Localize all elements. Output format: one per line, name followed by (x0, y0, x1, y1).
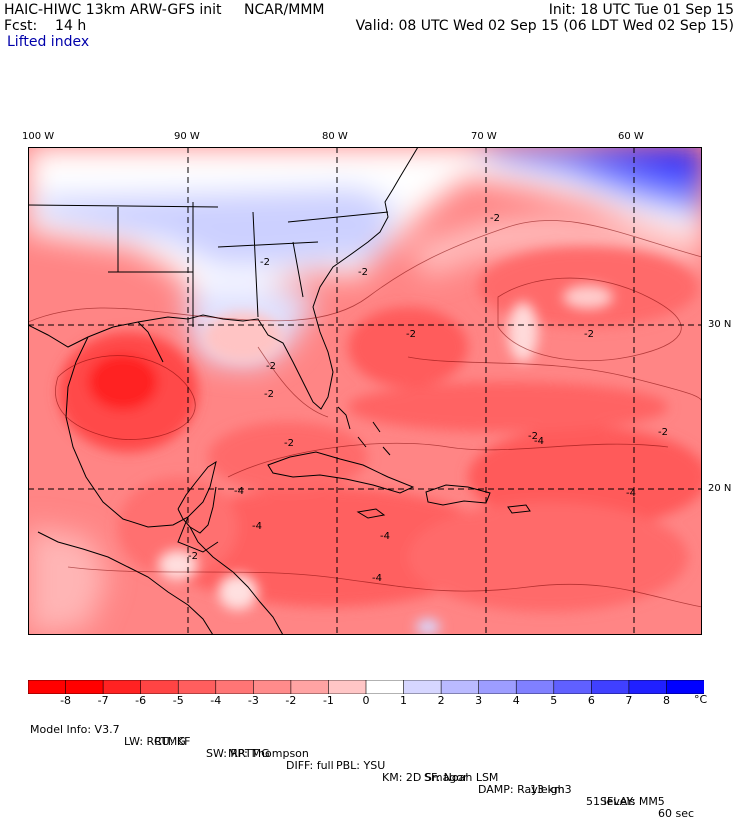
colorbar-tick-label: 3 (475, 694, 483, 707)
contour-label: -2 (528, 431, 538, 442)
colorbar-tick-label: 7 (625, 694, 633, 707)
model-info-damp: DAMP: Rayleigh3 (478, 783, 572, 796)
colorbar-cell (365, 680, 405, 694)
forecast-hour: Fcst: 14 h (4, 18, 87, 34)
contour-label: -4 (252, 521, 262, 532)
colorbar-cell (666, 680, 704, 694)
lon-label-60w: 60 W (618, 131, 644, 142)
contour-label: -2 (658, 427, 668, 438)
contour-label: -2 (490, 213, 500, 224)
contour-label: -4 (372, 573, 382, 584)
lifted-index-map: -2 -2 -2 -2 -2 -2 -2 -2 -2 -4 -4 -4 -4 -… (28, 147, 702, 635)
colorbar-tick-label: 4 (512, 694, 520, 707)
latlon-grid (28, 147, 702, 635)
contour-label: -2 (264, 389, 274, 400)
colorbar-tick-label: -3 (247, 694, 259, 707)
contour-lines (28, 220, 702, 608)
contour-label: -4 (626, 488, 636, 499)
colorbar-tick-label: 1 (400, 694, 408, 707)
model-info-lw: LW: RRTMG (124, 735, 186, 748)
colorbar-cell (328, 680, 367, 694)
lon-label-90w: 90 W (174, 131, 200, 142)
contour-label: -2 (188, 551, 198, 562)
colorbar-cell (515, 680, 555, 694)
header-left: HAIC-HIWC 13km ARW-GFS init Fcst: 14 h (4, 2, 222, 34)
model-info-km: KM: 2D Smagor (382, 771, 468, 784)
contour-label: -4 (380, 531, 390, 542)
organization: NCAR/MMM (244, 2, 325, 18)
valid-time: Valid: 08 UTC Wed 02 Sep 15 (06 LDT Wed … (355, 18, 734, 34)
stable-region (28, 147, 702, 635)
model-info-line2: LW: RRTMG SW: RRTMG DIFF: full KM: 2D Sm… (30, 724, 665, 808)
coastlines (28, 147, 531, 635)
colorbar-tick-label: -5 (172, 694, 184, 707)
model-info-version: Model Info: V3.7 (30, 723, 120, 736)
lon-label-70w: 70 W (471, 131, 497, 142)
colorbar-cell (28, 680, 67, 694)
colorbar-cell (140, 680, 180, 694)
colorbar-tick-label: 5 (550, 694, 558, 707)
colorbar-cell (102, 680, 142, 694)
colorbar-cell (628, 680, 668, 694)
colorbar-cell (65, 680, 104, 694)
colorbar-tick-label: -6 (135, 694, 147, 707)
contour-label: -2 (284, 438, 294, 449)
init-time: Init: 18 UTC Tue 01 Sep 15 (548, 2, 734, 18)
colorbar (28, 680, 704, 694)
model-info-sw: SW: RRTMG (206, 747, 270, 760)
colorbar-tick-label: 2 (437, 694, 445, 707)
colorbar-tick-label: 0 (362, 694, 370, 707)
colorbar-cell (215, 680, 255, 694)
colorbar-tick-label: -4 (210, 694, 222, 707)
colorbar-cell (591, 680, 630, 694)
contour-label: -4 (534, 436, 544, 447)
contour-label: -4 (234, 486, 244, 497)
colorbar-tick-label: 8 (662, 694, 670, 707)
colorbar-cells (28, 680, 704, 694)
contour-label: -2 (406, 329, 416, 340)
model-info-timestep: 60 sec (658, 807, 695, 820)
header-right: Init: 18 UTC Tue 01 Sep 15 Valid: 08 UTC … (356, 2, 734, 34)
contour-label: -2 (584, 329, 594, 340)
model-info-pbl: PBL: YSU (336, 759, 386, 772)
contour-label-group: -2 -2 -2 -2 -2 -2 -2 -2 -2 -4 -4 -4 -4 -… (188, 213, 668, 584)
colorbar-cell (177, 680, 217, 694)
colorbar-cell (253, 680, 292, 694)
colorbar-cell (440, 680, 480, 694)
contour-label: -2 (260, 257, 270, 268)
colorbar-cell (290, 680, 330, 694)
colorbar-unit: °C (694, 693, 708, 706)
model-title: HAIC-HIWC 13km ARW-GFS init (4, 2, 222, 18)
colorbar-cell (478, 680, 518, 694)
colorbar-cell (553, 680, 593, 694)
model-info-sflay: SFLAY: MM5 (600, 795, 665, 808)
lat-label-20n: 20 N (708, 483, 732, 494)
colorbar-tick-label: -8 (60, 694, 72, 707)
model-info-diff: DIFF: full (286, 759, 334, 772)
lon-label-80w: 80 W (322, 131, 348, 142)
lat-label-30n: 30 N (708, 319, 732, 330)
colorbar-tick-label: -1 (322, 694, 334, 707)
colorbar-tick-label: -7 (97, 694, 109, 707)
colorbar-tick-label: -2 (285, 694, 297, 707)
contour-label: -2 (358, 267, 368, 278)
lon-label-100w: 100 W (22, 131, 55, 142)
colorbar-tick-label: 6 (587, 694, 595, 707)
contour-label: -2 (266, 361, 276, 372)
map-frame (28, 147, 702, 635)
field-name: Lifted index (7, 34, 90, 50)
colorbar-cell (403, 680, 442, 694)
